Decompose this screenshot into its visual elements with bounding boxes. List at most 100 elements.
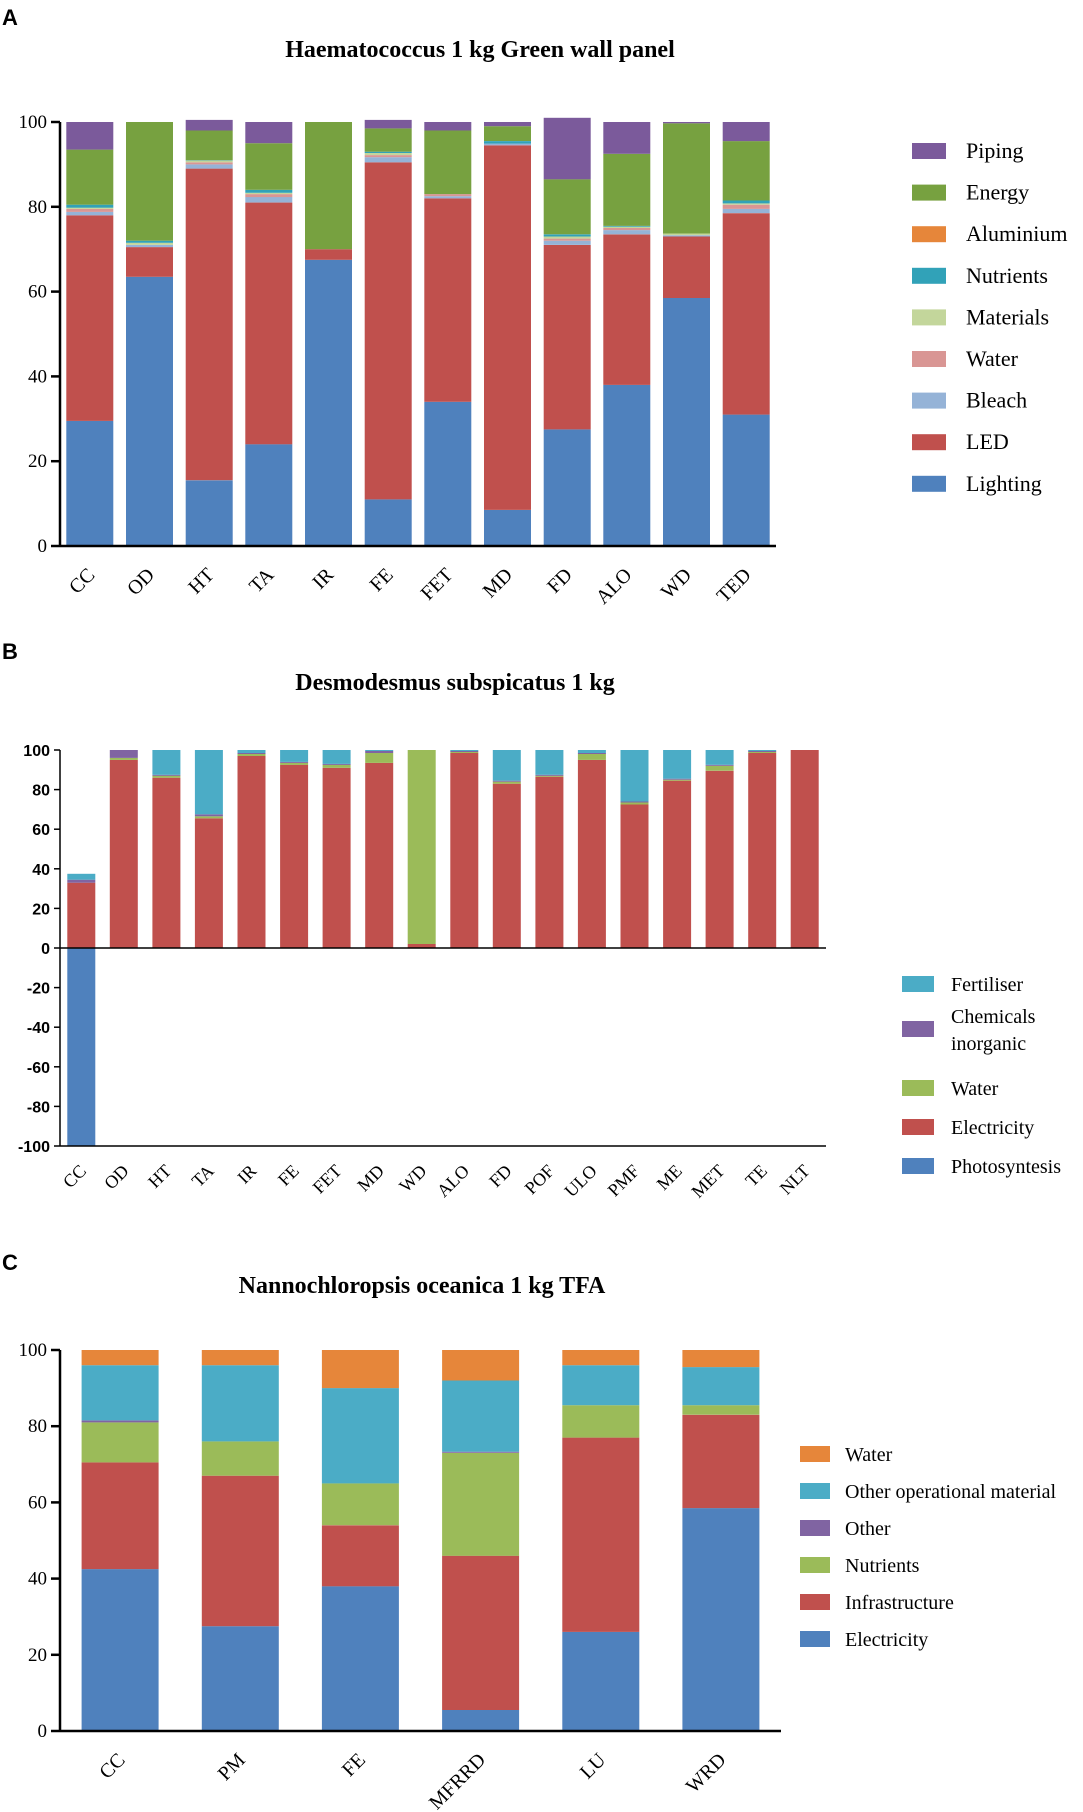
legend-label: Water <box>951 1078 999 1100</box>
bar-fe-piping <box>364 119 412 129</box>
x-tick-label-cc: CC <box>65 564 99 598</box>
bar-fet-bleach <box>424 196 472 199</box>
bar-alo-bleach <box>603 230 651 235</box>
bar-ht-water <box>185 162 233 165</box>
bar-ht-bleach <box>185 164 233 169</box>
bar-cc-piping <box>66 122 114 150</box>
x-tick-label-me: ME <box>653 1161 686 1194</box>
bar-fe-lighting <box>364 499 412 546</box>
y-tick-label: 60 <box>28 282 47 303</box>
bar-ted-materials <box>722 203 770 205</box>
bar-alo-led <box>603 234 651 385</box>
bar-me-fertiliser <box>663 750 692 779</box>
bar-fet-piping <box>424 122 472 131</box>
bar-fd-piping <box>543 117 591 180</box>
bar-fe-led <box>364 162 412 500</box>
legend-label: Water <box>845 1444 893 1466</box>
x-tick-label-ta: TA <box>245 564 279 598</box>
bar-cc-bleach <box>66 211 114 216</box>
x-tick-label-fe: FE <box>366 564 398 596</box>
x-tick-label-md: MD <box>353 1161 388 1196</box>
bar-ir-fertiliser <box>237 750 266 753</box>
bar-fe-energy <box>364 128 412 152</box>
x-tick-label-wd: WD <box>395 1161 430 1196</box>
bar-ir-electricity <box>237 755 266 948</box>
bar-cc-infrastructure <box>81 1462 159 1570</box>
chart-c-legend: Water Other operational material Other Nutr… <box>800 1444 1056 1651</box>
bar-fet-electricity <box>322 767 351 948</box>
x-tick-label-cc: CC <box>95 1749 129 1783</box>
bar-alo-water <box>603 228 651 231</box>
x-tick-label-pmf: PMF <box>604 1161 644 1201</box>
legend-swatch <box>800 1446 830 1462</box>
x-tick-label-ir: IR <box>308 564 338 594</box>
bar-ir-lighting <box>305 259 352 546</box>
legend-item-electricity: Electricity <box>902 1117 1034 1139</box>
bar-pmf-fertiliser <box>620 750 649 802</box>
bar-fe-water <box>280 762 309 765</box>
bar-cc-nutrients <box>81 1422 159 1463</box>
x-tick-label-fd: FD <box>485 1161 515 1191</box>
bar-cc-chemicals-inorganic <box>67 879 96 883</box>
bar-cc-electricity <box>81 1569 159 1731</box>
legend-label: Electricity <box>845 1629 928 1651</box>
bar-lu-nutrients <box>562 1405 640 1438</box>
bar-lu-electricity <box>562 1631 640 1731</box>
bar-fe-materials <box>364 153 412 156</box>
legend-swatch <box>912 309 946 326</box>
bar-alo-nutrients <box>603 225 651 227</box>
bar-ir-energy <box>305 122 352 250</box>
bar-fe-other-operational-material <box>321 1388 399 1484</box>
legend-swatch <box>912 475 946 492</box>
legend-label: Nutrients <box>966 263 1048 288</box>
bar-od-electricity <box>109 759 138 948</box>
bar-ir-water <box>237 754 266 756</box>
y-tick-label: 60 <box>32 822 50 839</box>
bar-fd-lighting <box>543 429 591 546</box>
bar-fet-water <box>322 764 351 768</box>
bar-cc-led <box>66 215 114 421</box>
bar-od-energy <box>126 122 173 241</box>
legend-item-chemicals-inorganic: Chemicals inorganic <box>902 1006 1036 1055</box>
bar-ulo-electricity <box>577 759 606 948</box>
bar-ted-nutrients <box>722 200 770 204</box>
bar-wrd-electricity <box>682 1508 760 1731</box>
bar-ht-electricity <box>152 777 181 948</box>
legend-swatch <box>912 351 946 367</box>
legend-swatch <box>800 1520 830 1536</box>
bar-fd-water <box>543 238 591 241</box>
x-tick-label-od: OD <box>100 1161 133 1194</box>
legend-swatch <box>912 434 946 451</box>
panel-letter-b: B <box>2 639 18 664</box>
bar-wd-led <box>663 236 710 298</box>
chart-c-title: Nannochloropsis oceanica 1 kg TFA <box>239 1273 606 1299</box>
bar-cc-materials <box>66 207 114 209</box>
bar-ulo-fertiliser <box>577 750 606 753</box>
x-tick-label-fet: FET <box>417 564 458 605</box>
y-tick-label: 80 <box>32 783 50 800</box>
bar-wd-electricity <box>407 944 436 948</box>
bar-fet-led <box>424 198 472 402</box>
bar-mfrrd-electricity <box>442 1710 520 1731</box>
bar-fd-led <box>543 245 591 430</box>
legend-label: Other <box>845 1518 891 1540</box>
bar-lu-water <box>562 1350 640 1366</box>
bar-fd-energy <box>543 179 591 235</box>
x-tick-label-te: TE <box>741 1161 771 1191</box>
legend-swatch <box>912 143 946 159</box>
bar-md-lighting <box>484 510 531 546</box>
legend-item-electricity: Electricity <box>800 1629 928 1651</box>
legend-label: LED <box>966 429 1009 454</box>
bar-ta-piping <box>245 122 293 144</box>
x-tick-label-cc: CC <box>59 1161 90 1192</box>
bar-od-led <box>126 247 173 277</box>
panel-letter-a: A <box>2 5 18 30</box>
bar-ta-led <box>245 202 293 445</box>
bar-wrd-nutrients <box>682 1405 760 1415</box>
bar-pmf-water <box>620 802 649 805</box>
bar-alo-energy <box>603 153 651 226</box>
bar-te-water <box>748 752 777 753</box>
chart-c-bars <box>81 1350 760 1731</box>
bar-pof-fertiliser <box>535 750 564 775</box>
